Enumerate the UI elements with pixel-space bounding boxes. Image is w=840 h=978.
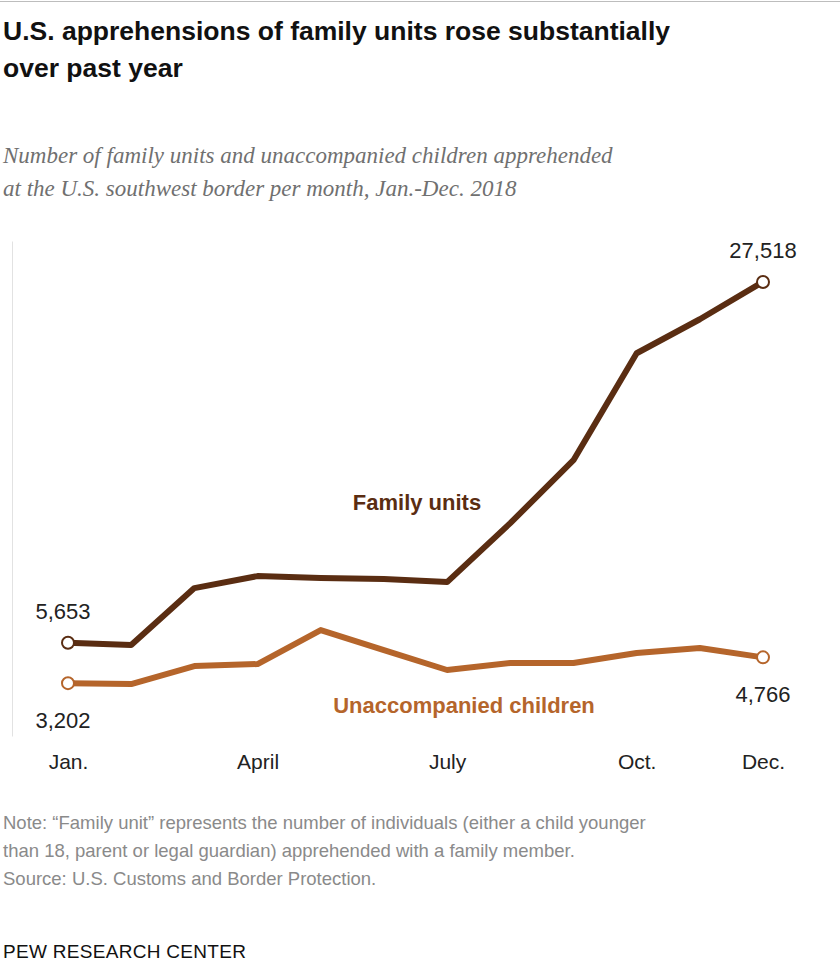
- series-marker: [757, 651, 769, 663]
- value-label: 3,202: [35, 708, 90, 733]
- x-tick-label: April: [237, 750, 279, 773]
- value-labels: 5,653 27,518 3,202 4,766: [35, 238, 796, 733]
- x-tick-label: July: [429, 750, 467, 773]
- x-tick: Dec.: [742, 748, 785, 773]
- series-label: Family units: [353, 490, 481, 515]
- x-tick-label: Dec.: [742, 750, 785, 773]
- plot-area: [62, 276, 769, 689]
- x-tick: Jan.: [49, 748, 89, 773]
- series-label: Unaccompanied children: [333, 693, 595, 718]
- x-axis-line: [69, 748, 764, 749]
- x-tick: July: [429, 748, 467, 773]
- note: than 18, parent or legal guardian) appre…: [3, 840, 575, 861]
- title: U.S. apprehensions of family units rose …: [3, 16, 670, 46]
- value-label: 4,766: [735, 682, 790, 707]
- subtitle: at the U.S. southwest border per month, …: [3, 176, 517, 201]
- value-label: 5,653: [35, 599, 90, 624]
- source: Source: U.S. Customs and Border Protecti…: [3, 868, 376, 889]
- series-marker: [62, 637, 74, 649]
- chart: U.S. apprehensions of family units rose …: [0, 0, 840, 978]
- x-tick-label: Oct.: [618, 750, 657, 773]
- title: over past year: [3, 53, 183, 83]
- series-line: [68, 630, 763, 684]
- x-tick: April: [237, 748, 279, 773]
- x-tick-label: Jan.: [49, 750, 89, 773]
- value-label: 27,518: [729, 238, 796, 263]
- note: Note: “Family unit” represents the numbe…: [3, 812, 646, 833]
- series-line: [68, 282, 763, 645]
- top-rule: [0, 1, 840, 2]
- series-marker: [757, 276, 769, 288]
- y-axis-line: [12, 242, 13, 737]
- y-axis: [12, 242, 13, 737]
- series-marker: [62, 677, 74, 689]
- x-tick: Oct.: [618, 748, 657, 773]
- credit: PEW RESEARCH CENTER: [3, 941, 246, 962]
- subtitle: Number of family units and unaccompanied…: [2, 143, 613, 168]
- x-axis: Jan. April July Oct. Dec.: [49, 748, 785, 773]
